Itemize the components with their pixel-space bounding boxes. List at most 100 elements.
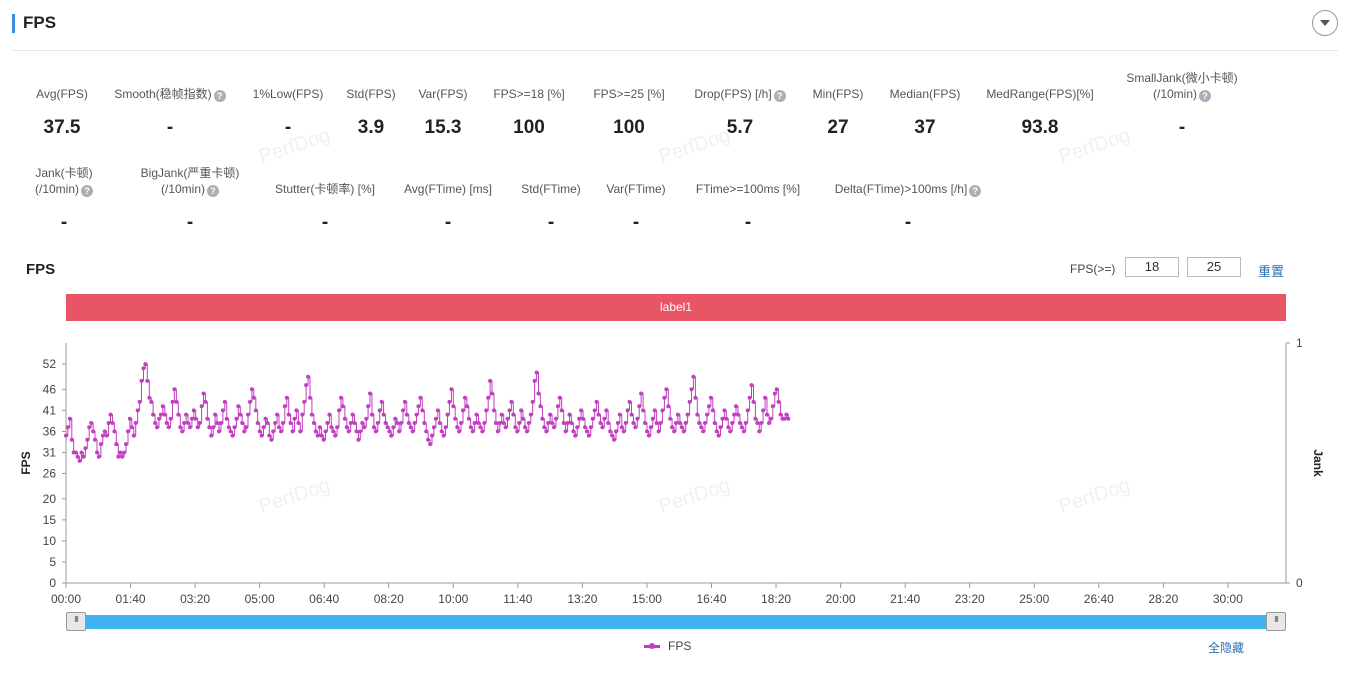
fps-data-point (505, 416, 510, 421)
fps-data-point (509, 399, 514, 404)
help-icon[interactable]: ? (1199, 90, 1211, 102)
metric-value: - (444, 212, 452, 233)
fps-data-point (401, 408, 405, 413)
reset-button[interactable]: 重置 (1258, 264, 1285, 279)
slider-right-handle[interactable] (1266, 612, 1286, 631)
x-tick-label: 20:00 (826, 592, 856, 606)
fps-data-point (598, 421, 603, 425)
fps-data-point (108, 412, 113, 417)
y-tick-label: 46 (43, 382, 57, 396)
fps-data-point (600, 425, 605, 430)
fps-data-point (761, 408, 766, 413)
fps-data-point (242, 429, 247, 434)
fps-data-point (540, 416, 545, 421)
fps-data-point (743, 421, 748, 425)
fps-data-point (553, 416, 558, 421)
fps-data-point (327, 412, 332, 417)
fps-data-point (751, 399, 756, 404)
fps-data-point (718, 425, 723, 430)
fps-data-point (675, 412, 680, 417)
fps-data-point (319, 433, 324, 438)
fps-data-point (710, 408, 715, 413)
x-tick-label: 25:00 (1019, 592, 1049, 606)
fps-data-point (462, 395, 467, 400)
fps-data-point (478, 425, 483, 430)
metric-label-text: Min(FPS) (812, 87, 864, 101)
metric-label-text: Delta(FTime)>100ms [/h] (834, 182, 968, 196)
fps-data-point (459, 421, 463, 425)
fps-data-point (677, 421, 682, 425)
fps-data-point (217, 429, 221, 434)
fps-data-point (381, 412, 386, 417)
fps-data-point (79, 450, 84, 455)
fps-data-point (329, 425, 334, 430)
fps-data-point (348, 421, 353, 425)
label-bar[interactable]: label1 (66, 294, 1286, 321)
fps-data-point (755, 421, 760, 425)
fps-data-point (538, 404, 543, 409)
fps-data-point (701, 429, 706, 434)
fps-threshold-input-2[interactable]: 25 (1187, 257, 1241, 277)
fps-data-point (451, 404, 456, 409)
fps-data-point (767, 421, 771, 425)
fps-data-point (658, 421, 663, 425)
fps-data-point (238, 412, 243, 417)
help-icon[interactable]: ? (773, 90, 786, 102)
fps-data-point (95, 450, 99, 455)
fps-data-point (542, 425, 547, 430)
fps-data-point (385, 425, 390, 430)
fps-data-point (776, 399, 781, 404)
metric-label-line: BigJank(严重卡顿) (90, 165, 290, 181)
y-tick-label: 10 (43, 534, 57, 548)
fps-data-point (550, 421, 555, 425)
fps-threshold-input-1[interactable]: 18 (1125, 257, 1179, 277)
fps-data-point (342, 416, 347, 421)
help-icon[interactable]: ? (207, 185, 219, 197)
time-range-slider[interactable] (66, 615, 1286, 629)
fps-data-point (335, 425, 340, 430)
fps-data-point (662, 395, 667, 400)
help-icon[interactable]: ? (969, 185, 982, 197)
fps-data-point (722, 408, 727, 413)
fps-data-point (621, 429, 626, 434)
hide-all-button[interactable]: 全隐藏 (1208, 641, 1245, 655)
fps-data-point (104, 433, 109, 438)
y2-tick-label: 0 (1296, 576, 1303, 590)
fps-data-point (759, 421, 764, 425)
fps-data-point (110, 421, 115, 425)
y-tick-label: 31 (43, 445, 57, 459)
help-icon[interactable]: ? (213, 90, 226, 102)
fps-data-point (778, 412, 783, 417)
fps-data-point (480, 429, 485, 434)
y-tick-label: 0 (49, 576, 56, 590)
metric-label-text: Jank(卡顿) (35, 166, 93, 180)
x-tick-label: 10:00 (438, 592, 468, 606)
x-tick-label: 00:00 (51, 592, 81, 606)
fps-data-point (197, 421, 202, 425)
fps-data-point (350, 412, 355, 417)
x-tick-label: 28:20 (1148, 592, 1178, 606)
metric-value: - (186, 212, 194, 233)
metric-value: - (632, 212, 640, 233)
fps-data-point (124, 442, 128, 447)
fps-data-point (563, 429, 568, 434)
fps-data-point (439, 429, 444, 434)
fps-data-point (470, 429, 475, 434)
fps-data-point (263, 416, 268, 421)
metric-label-line: Var(FPS) (343, 86, 543, 102)
fps-data-point (693, 395, 698, 400)
fps-data-point (83, 446, 88, 451)
fps-data-point (282, 404, 287, 409)
fps-data-point (749, 383, 754, 388)
slider-left-handle[interactable] (66, 612, 86, 631)
fps-data-point (739, 425, 744, 430)
fps-data-point (472, 421, 477, 425)
x-tick-label: 16:40 (696, 592, 726, 606)
fps-data-point (741, 429, 746, 434)
fps-data-point (493, 421, 498, 425)
fps-data-point (548, 412, 553, 417)
collapse-toggle-icon[interactable] (1312, 10, 1338, 36)
fps-data-point (174, 399, 179, 404)
legend-item-fps[interactable]: FPS (644, 639, 691, 653)
help-icon[interactable]: ? (81, 185, 93, 197)
